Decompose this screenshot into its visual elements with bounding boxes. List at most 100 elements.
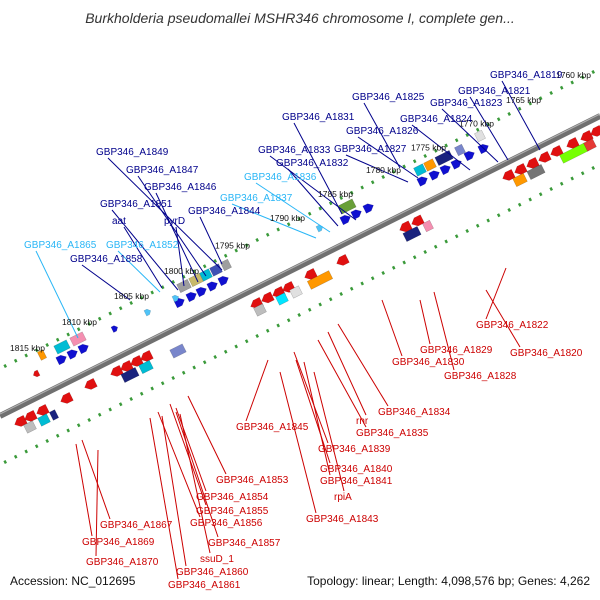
forward-gene[interactable]: [206, 280, 220, 292]
gene-label-bottom[interactable]: GBP346_A1867: [100, 520, 173, 531]
feature-box[interactable]: [48, 409, 60, 421]
feature-box[interactable]: [413, 163, 427, 177]
gene-label-bottom[interactable]: GBP346_A1870: [86, 557, 159, 568]
reverse-gene[interactable]: [549, 144, 564, 158]
reverse-gene[interactable]: [525, 156, 540, 170]
gene-label-bottom[interactable]: GBP346_A1828: [444, 371, 517, 382]
feature-box[interactable]: [120, 367, 140, 383]
feature-box[interactable]: [402, 226, 422, 242]
gene-label-bottom[interactable]: GBP346_A1841: [320, 476, 393, 487]
gene-label-top[interactable]: GBP346_A1821: [458, 86, 531, 97]
forward-gene[interactable]: [143, 308, 152, 317]
gene-label-bottom[interactable]: GBP346_A1822: [476, 320, 549, 331]
gene-label-top[interactable]: GBP346_A1832: [276, 158, 349, 169]
reverse-gene[interactable]: [303, 267, 318, 281]
gene-label-top[interactable]: GBP346_A1826: [346, 126, 419, 137]
feature-box[interactable]: [583, 138, 597, 152]
feature-box[interactable]: [53, 339, 71, 355]
forward-gene[interactable]: [362, 202, 376, 214]
reverse-gene[interactable]: [589, 124, 600, 138]
reverse-gene[interactable]: [513, 162, 528, 176]
reverse-gene[interactable]: [139, 349, 154, 363]
feature-box[interactable]: [188, 272, 204, 288]
gene-label-top[interactable]: GBP346_A1819: [490, 70, 563, 81]
feature-box[interactable]: [23, 420, 37, 434]
reverse-gene[interactable]: [129, 354, 144, 368]
reverse-gene[interactable]: [83, 377, 98, 391]
gene-label-top[interactable]: GBP346_A1865: [24, 240, 97, 251]
gene-label-bottom[interactable]: rpiA: [334, 492, 352, 503]
forward-gene[interactable]: [428, 169, 442, 181]
feature-box[interactable]: [422, 219, 434, 233]
feature-box[interactable]: [69, 331, 87, 347]
feature-box[interactable]: [434, 150, 454, 166]
feature-box[interactable]: [526, 164, 546, 180]
gene-label-bottom[interactable]: GBP346_A1830: [392, 357, 465, 368]
feature-box[interactable]: [253, 303, 267, 317]
forward-gene[interactable]: [315, 224, 324, 233]
forward-gene[interactable]: [171, 294, 180, 303]
forward-gene[interactable]: [77, 342, 91, 355]
reverse-gene[interactable]: [398, 220, 413, 234]
reverse-gene[interactable]: [579, 129, 594, 143]
reverse-gene[interactable]: [119, 359, 134, 373]
gene-label-top[interactable]: pyrD: [164, 216, 185, 227]
forward-gene[interactable]: [110, 324, 119, 333]
gene-label-top[interactable]: GBP346_A1844: [188, 206, 261, 217]
reverse-gene[interactable]: [260, 291, 275, 305]
gene-label-top[interactable]: GBP346_A1831: [282, 112, 355, 123]
forward-gene[interactable]: [185, 290, 199, 303]
reverse-gene[interactable]: [410, 214, 425, 228]
gene-label-top[interactable]: aat: [112, 216, 126, 227]
gene-label-top[interactable]: GBP346_A1851: [100, 199, 173, 210]
forward-gene[interactable]: [463, 149, 477, 162]
reverse-gene[interactable]: [501, 168, 516, 182]
feature-box[interactable]: [220, 258, 232, 272]
gene-label-top[interactable]: GBP346_A1827: [334, 144, 407, 155]
feature-box[interactable]: [423, 158, 437, 172]
gene-label-bottom[interactable]: GBP346_A1857: [208, 538, 281, 549]
reverse-gene[interactable]: [335, 253, 350, 267]
gene-label-bottom[interactable]: GBP346_A1861: [168, 580, 241, 591]
gene-label-top[interactable]: GBP346_A1823: [430, 98, 503, 109]
gene-label-bottom[interactable]: GBP346_A1853: [216, 475, 289, 486]
feature-box[interactable]: [275, 292, 289, 306]
gene-label-bottom[interactable]: rnr: [356, 416, 369, 427]
gene-label-top[interactable]: GBP346_A1847: [126, 165, 199, 176]
forward-gene[interactable]: [416, 175, 430, 187]
feature-box[interactable]: [138, 359, 154, 375]
gene-label-bottom[interactable]: GBP346_A1835: [356, 428, 429, 439]
reverse-gene[interactable]: [537, 150, 552, 164]
gene-label-bottom[interactable]: GBP346_A1855: [196, 506, 269, 517]
reverse-gene[interactable]: [565, 136, 580, 150]
gene-label-top[interactable]: GBP346_A1836: [244, 172, 317, 183]
gene-label-top[interactable]: GBP346_A1833: [258, 145, 331, 156]
forward-gene[interactable]: [55, 353, 69, 366]
gene-label-top[interactable]: GBP346_A1852: [106, 240, 179, 251]
reverse-gene[interactable]: [32, 369, 41, 378]
forward-gene[interactable]: [217, 274, 231, 287]
gene-label-bottom[interactable]: GBP346_A1829: [420, 345, 493, 356]
feature-box[interactable]: [306, 270, 334, 290]
feature-box[interactable]: [474, 129, 486, 143]
forward-gene[interactable]: [66, 348, 80, 360]
gene-label-bottom[interactable]: GBP346_A1839: [318, 444, 391, 455]
gene-label-bottom[interactable]: GBP346_A1860: [176, 567, 249, 578]
gene-label-bottom[interactable]: GBP346_A1845: [236, 422, 309, 433]
feature-box[interactable]: [36, 349, 48, 361]
feature-box[interactable]: [512, 172, 528, 188]
gene-label-bottom[interactable]: GBP346_A1843: [306, 514, 379, 525]
feature-box[interactable]: [37, 413, 51, 427]
gene-label-bottom[interactable]: GBP346_A1854: [196, 492, 269, 503]
feature-box[interactable]: [289, 285, 303, 299]
gene-label-top[interactable]: GBP346_A1824: [400, 114, 473, 125]
reverse-gene[interactable]: [109, 364, 124, 378]
feature-box[interactable]: [454, 143, 466, 157]
gene-label-top[interactable]: GBP346_A1858: [70, 254, 143, 265]
gene-label-bottom[interactable]: GBP346_A1869: [82, 537, 155, 548]
reverse-gene[interactable]: [23, 409, 38, 423]
reverse-gene[interactable]: [59, 391, 74, 405]
forward-gene[interactable]: [195, 285, 209, 298]
forward-gene[interactable]: [477, 142, 491, 155]
